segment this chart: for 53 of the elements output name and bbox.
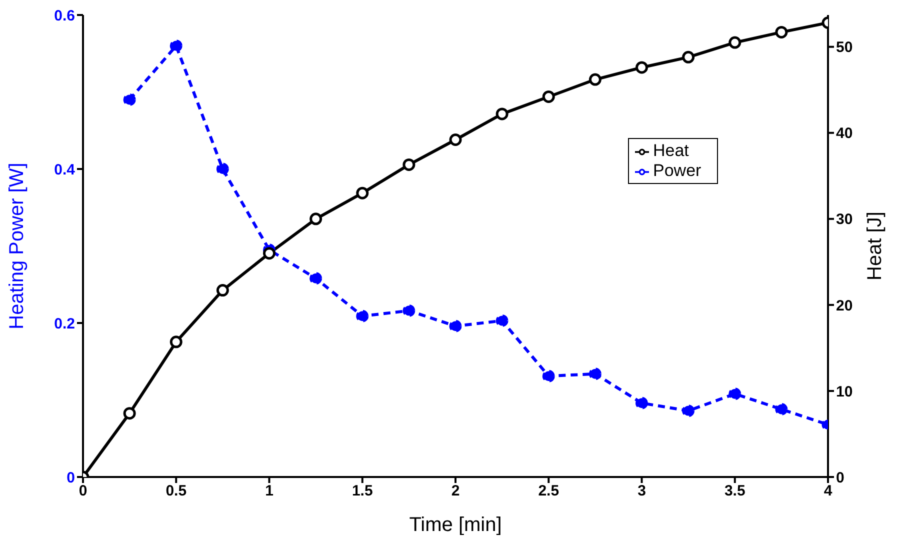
- y2-tick-label: 40: [836, 125, 853, 142]
- x-tick-label: 0.5: [166, 482, 187, 500]
- point: [682, 50, 695, 64]
- x-tick-label: 1.5: [352, 482, 373, 500]
- x-tick-label: 0: [78, 482, 88, 500]
- point: [123, 407, 136, 420]
- y-tick-label: 0.6: [54, 7, 75, 24]
- point: [402, 158, 416, 171]
- point: [170, 40, 182, 52]
- point: [636, 396, 648, 410]
- legend-label: Power: [653, 161, 702, 180]
- y-axis-title: Heating Power [W]: [6, 162, 28, 330]
- point: [310, 212, 322, 226]
- point: [449, 134, 462, 146]
- point: [402, 304, 416, 317]
- y2-tick-label: 50: [836, 39, 853, 56]
- point: [216, 162, 229, 176]
- y2-axis-title: Heat [J]: [864, 212, 886, 280]
- point: [636, 61, 648, 74]
- point: [775, 26, 788, 38]
- point: [449, 320, 462, 332]
- point: [775, 402, 788, 416]
- point: [682, 404, 695, 418]
- y-tick-label: 0.2: [54, 315, 75, 332]
- x-axis-title: Time [min]: [409, 514, 502, 536]
- y2-tick-label: 30: [836, 211, 853, 228]
- y-tick-label: 0: [66, 469, 75, 486]
- y2-tick-label: 0: [836, 469, 844, 486]
- y-tick-label: 0.4: [54, 161, 76, 178]
- x-tick-label: 2: [451, 482, 460, 500]
- point: [496, 314, 508, 327]
- x-tick-label: 4: [824, 482, 833, 500]
- y2-tick-label: 20: [836, 297, 853, 314]
- point: [170, 336, 182, 348]
- point: [356, 310, 369, 322]
- x-tick-label: 2.5: [538, 482, 560, 500]
- point: [216, 284, 229, 297]
- point: [356, 186, 369, 200]
- point: [263, 247, 276, 260]
- point: [123, 93, 136, 106]
- point: [542, 370, 555, 382]
- point: [588, 368, 602, 380]
- x-tick-label: 1: [265, 482, 274, 500]
- point: [542, 90, 555, 103]
- legend-label: Heat: [653, 141, 689, 160]
- x-tick-label: 3: [638, 482, 646, 500]
- point: [496, 108, 508, 120]
- x-tick-label: 3.5: [724, 482, 746, 500]
- point: [728, 388, 742, 400]
- point: [310, 272, 322, 285]
- point: [588, 73, 602, 86]
- point: [728, 36, 742, 49]
- y2-tick-label: 10: [836, 383, 853, 400]
